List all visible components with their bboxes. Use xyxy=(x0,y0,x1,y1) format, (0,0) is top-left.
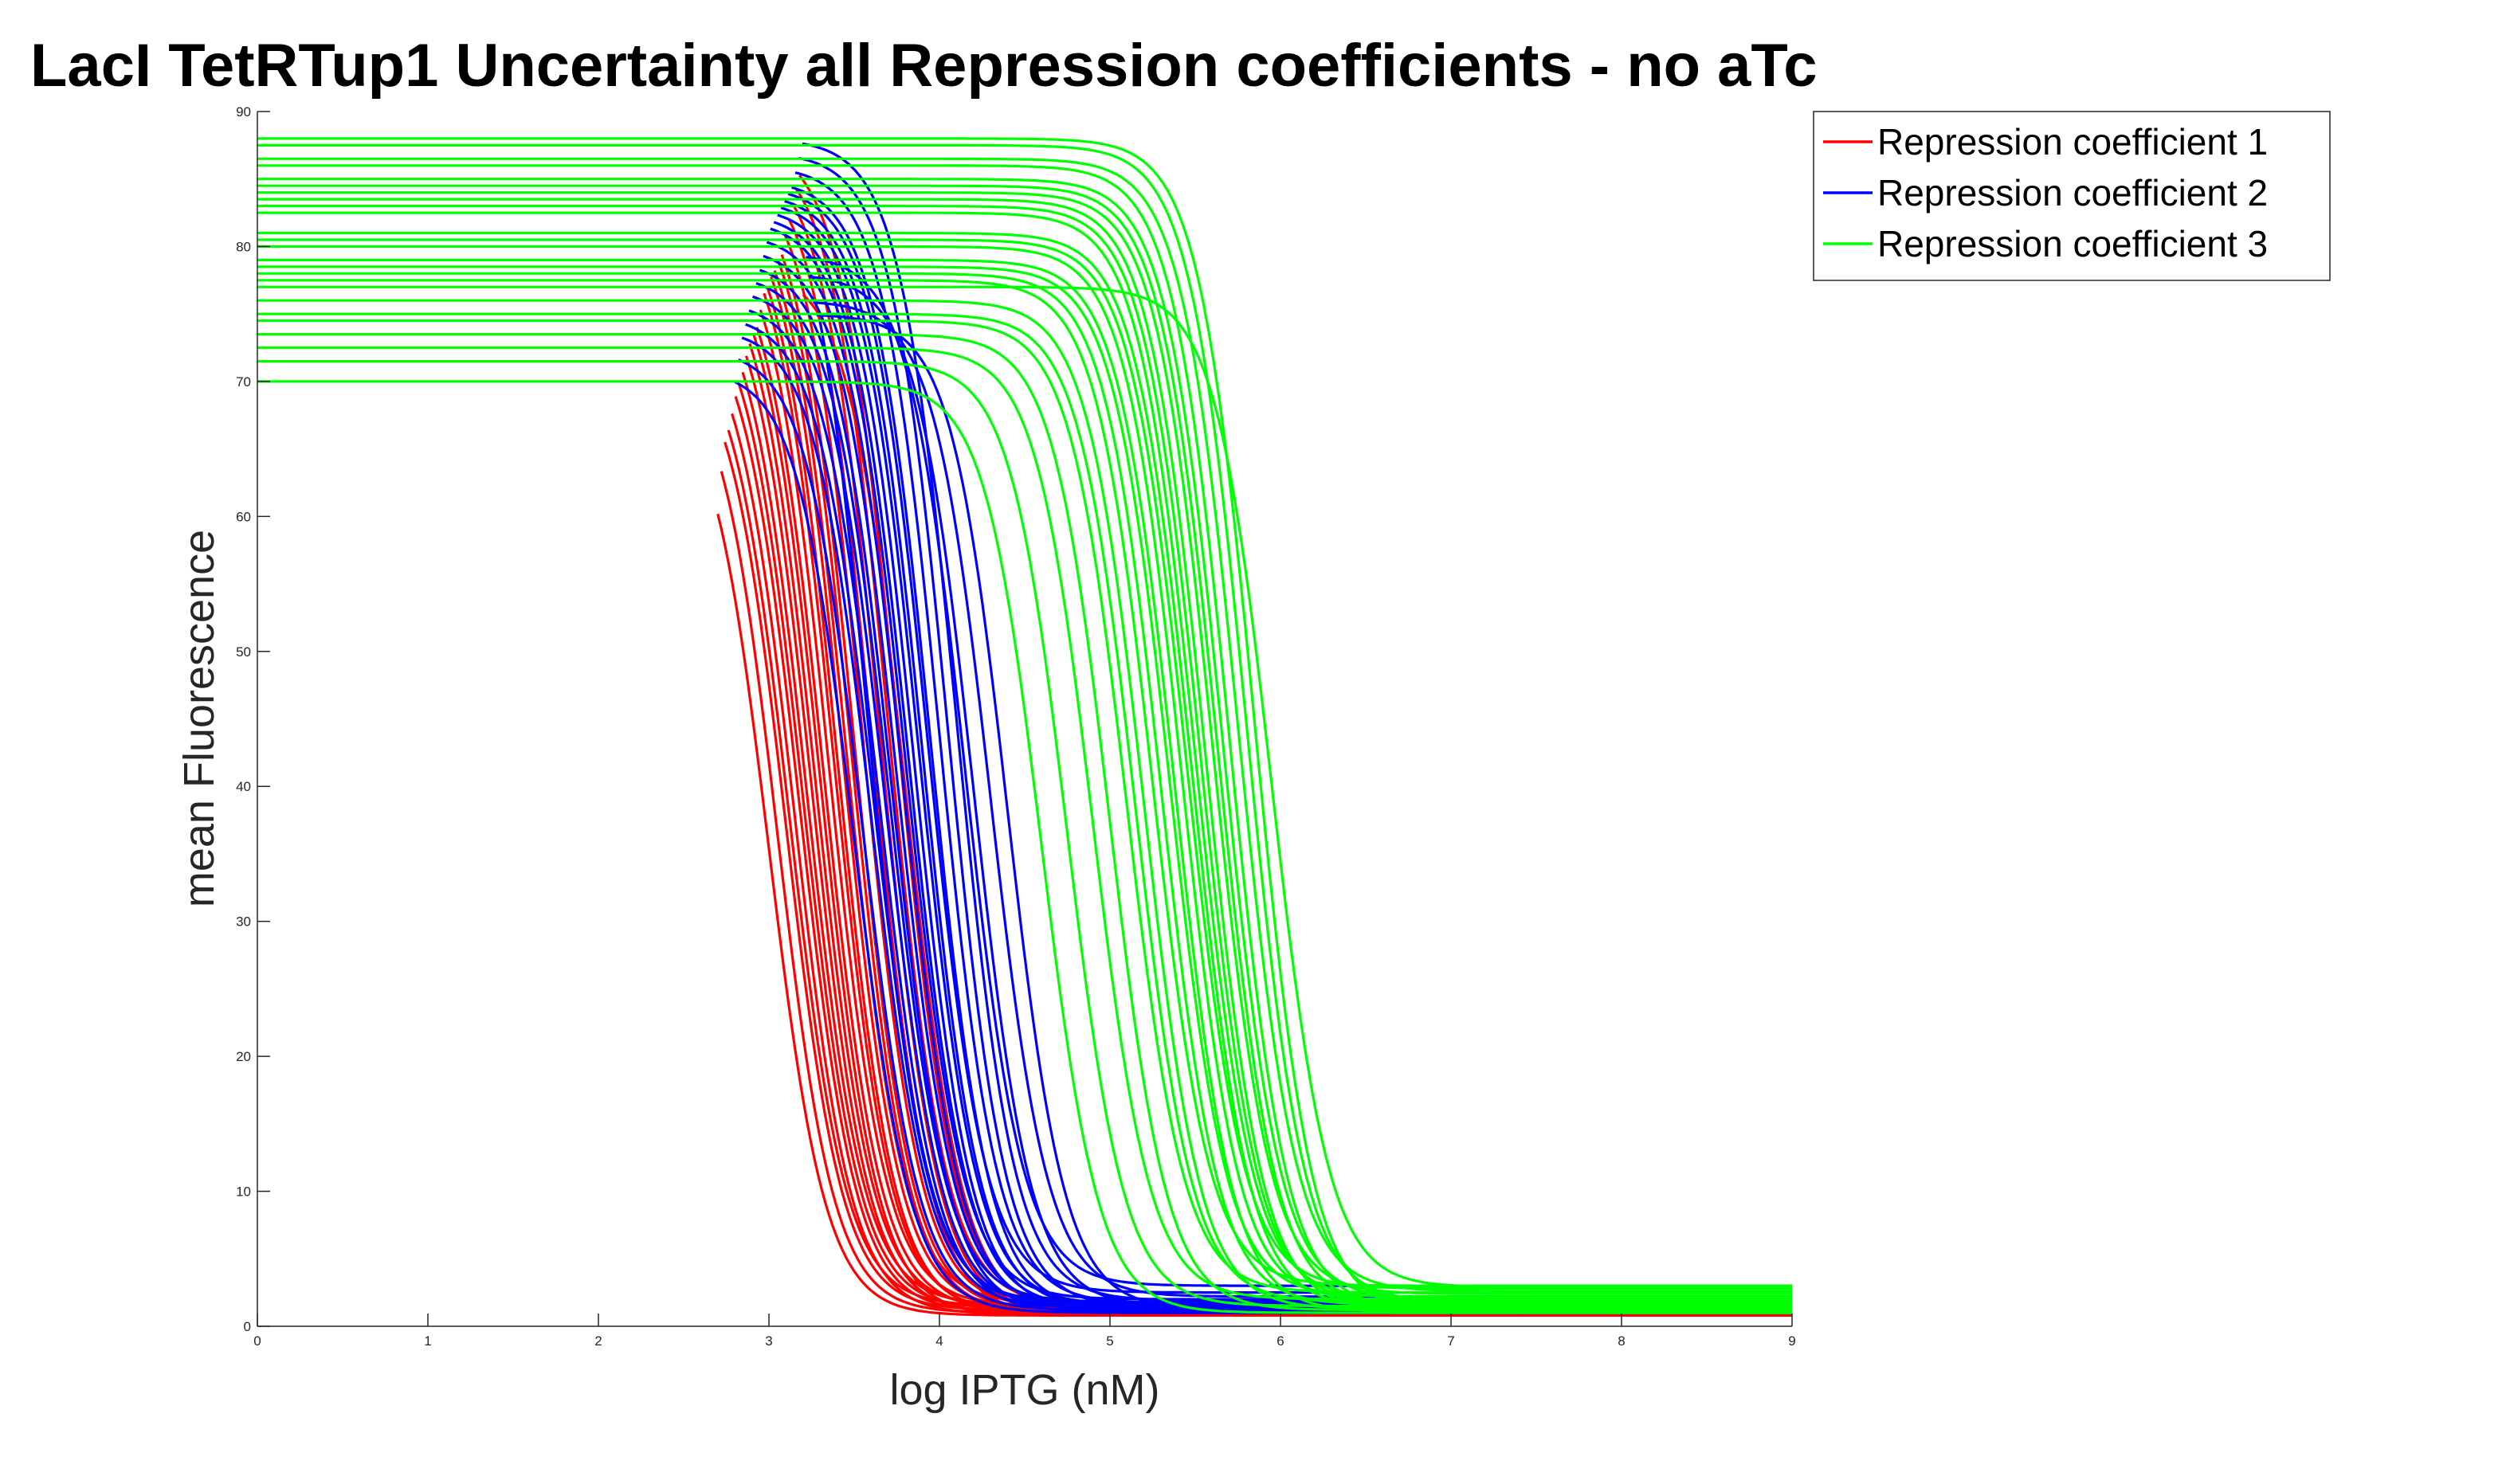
series-line-3-13 xyxy=(257,238,1792,1290)
legend-label: Repression coefficient 2 xyxy=(1877,172,2268,213)
series-line-3-15 xyxy=(257,211,1792,1299)
series-line-3-5 xyxy=(257,319,1792,1294)
series-line-3-19 xyxy=(257,184,1792,1308)
legend-label: Repression coefficient 1 xyxy=(1877,121,2268,162)
series-line-3-25 xyxy=(257,285,1792,1289)
series-line-3-17 xyxy=(257,198,1792,1312)
y-tick-label: 0 xyxy=(244,1319,251,1334)
series-line-3-10 xyxy=(257,265,1792,1298)
y-tick-label: 50 xyxy=(236,644,251,660)
x-tick-label: 7 xyxy=(1447,1333,1454,1349)
x-tick-label: 5 xyxy=(1106,1333,1113,1349)
y-tick-label: 90 xyxy=(236,104,251,119)
chart-title: LacI TetRTup1 Uncertainty all Repression… xyxy=(30,32,1818,100)
series-line-3-18 xyxy=(257,191,1792,1295)
y-tick-label: 30 xyxy=(236,914,251,930)
y-tick-label: 60 xyxy=(236,509,251,524)
series-line-3-21 xyxy=(257,164,1792,1310)
legend-label: Repression coefficient 3 xyxy=(1877,223,2268,264)
y-tick-label: 80 xyxy=(236,239,251,254)
x-tick-label: 9 xyxy=(1788,1333,1795,1349)
series-line-1-11 xyxy=(751,333,1792,1317)
y-tick-label: 20 xyxy=(236,1049,251,1064)
x-tick-label: 1 xyxy=(424,1333,431,1349)
series-line-3-9 xyxy=(257,272,1792,1306)
y-tick-label: 40 xyxy=(236,779,251,794)
x-tick-label: 6 xyxy=(1277,1333,1284,1349)
x-tick-label: 2 xyxy=(594,1333,602,1349)
x-tick-label: 4 xyxy=(935,1333,943,1349)
legend: Repression coefficient 1 Repression coeff… xyxy=(1813,111,2331,281)
x-tick-label: 8 xyxy=(1618,1333,1625,1349)
series-layer xyxy=(257,137,1792,1317)
series-line-3-16 xyxy=(257,205,1792,1305)
series-line-3-23 xyxy=(257,143,1792,1304)
legend-box xyxy=(1813,111,2331,281)
x-axis-label: log IPTG (nM) xyxy=(889,1366,1159,1414)
series-line-3-22 xyxy=(257,157,1792,1293)
x-tick-label: 0 xyxy=(253,1333,261,1349)
series-line-3-24 xyxy=(257,137,1792,1314)
y-axis-label: mean Fluorescence xyxy=(175,530,223,907)
y-tick-label: 70 xyxy=(236,374,251,390)
y-tick-label: 10 xyxy=(236,1184,251,1200)
x-tick-label: 3 xyxy=(765,1333,772,1349)
series-line-3-20 xyxy=(257,178,1792,1301)
